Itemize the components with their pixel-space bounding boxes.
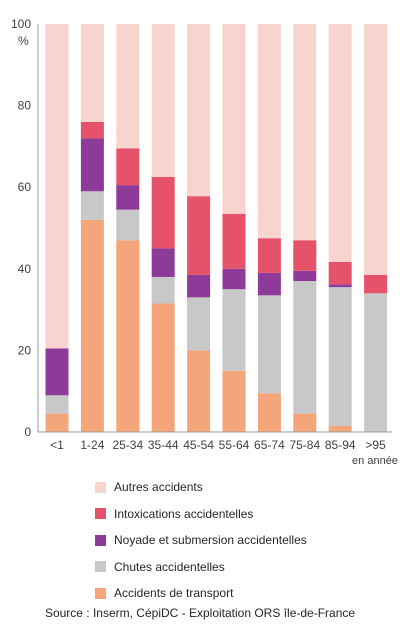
bar-segment-0-2 <box>45 348 69 396</box>
bar-segment-4-4 <box>187 24 211 197</box>
y-tick-label: 80 <box>18 99 32 113</box>
bar-segment-8-2 <box>328 284 352 288</box>
x-tick-label: 1-24 <box>80 438 104 452</box>
legend-swatch <box>95 587 106 599</box>
source-note: Source : Inserm, CépiDC - Exploitation O… <box>44 606 356 620</box>
bar-segment-4-1 <box>187 297 211 351</box>
bar-segment-5-2 <box>222 268 246 290</box>
bar-segment-6-0 <box>257 393 281 432</box>
legend-label: Intoxications accidentelles <box>114 506 254 521</box>
x-tick-label: 25-34 <box>112 438 143 452</box>
bar-segment-1-4 <box>80 24 104 122</box>
x-tick-label: <1 <box>50 438 64 452</box>
legend-label: Chutes accidentelles <box>114 559 225 574</box>
legend-label: Autres accidents <box>114 480 203 495</box>
bar-segment-8-0 <box>328 425 352 432</box>
x-tick-label: 45-54 <box>183 438 214 452</box>
stacked-bar-chart: 0 20 40 60 80 100 % <1 1-24 25-34 35-44 45-54 55-6… <box>11 17 398 467</box>
bar-segment-8-1 <box>328 287 352 426</box>
bar-segment-3-2 <box>151 248 175 277</box>
bar-segment-6-3 <box>257 238 281 273</box>
bar-segment-3-0 <box>151 303 175 432</box>
bar-segment-7-4 <box>293 24 317 241</box>
x-axis-unit-label: en année <box>352 455 398 467</box>
bar-segment-1-3 <box>80 121 104 139</box>
legend-swatch <box>95 534 106 546</box>
bar-segment-0-1 <box>45 395 69 414</box>
bar-segment-3-1 <box>151 276 175 304</box>
legend-swatch <box>95 508 106 520</box>
bar-segment-5-0 <box>222 370 246 432</box>
x-tick-label: 65-74 <box>254 438 285 452</box>
bar-segment-4-0 <box>187 350 211 432</box>
bar-segment-4-2 <box>187 274 211 298</box>
legend-item: Accidents de transport <box>95 580 307 607</box>
bar-segment-5-1 <box>222 289 246 371</box>
bar-segment-3-4 <box>151 24 175 177</box>
legend-swatch <box>95 561 106 573</box>
legend-label: Accidents de transport <box>114 586 234 601</box>
bar-segment-7-2 <box>293 270 317 282</box>
bar-segment-9-4 <box>364 24 388 275</box>
y-tick-label: 100 <box>11 17 31 31</box>
bar-segment-6-4 <box>257 24 281 239</box>
x-tick-labels: <1 1-24 25-34 35-44 45-54 55-64 65-74 75-84 85-9… <box>50 438 386 452</box>
legend-item: Chutes accidentelles <box>95 554 307 581</box>
legend-item: Noyade et submersion accidentelles <box>95 527 307 554</box>
bar-segment-7-1 <box>293 281 317 414</box>
y-tick-labels: 0 20 40 60 80 100 <box>11 17 31 439</box>
bar-segment-4-3 <box>187 196 211 275</box>
bar-segment-0-4 <box>45 24 69 349</box>
y-axis-unit-label: % <box>18 34 29 48</box>
y-tick-label: 60 <box>18 180 32 194</box>
legend-label: Noyade et submersion accidentelles <box>114 533 307 548</box>
bar-segment-0-0 <box>45 413 69 432</box>
bar-segment-1-2 <box>80 138 104 192</box>
bar-segment-2-0 <box>116 240 140 432</box>
bar-segment-1-0 <box>80 219 104 432</box>
bar-segment-9-3 <box>364 274 388 294</box>
legend-item: Intoxications accidentelles <box>95 501 307 528</box>
bar-segment-8-4 <box>328 24 352 262</box>
x-tick-label: 55-64 <box>219 438 250 452</box>
x-tick-label: 85-94 <box>325 438 356 452</box>
legend-swatch <box>95 481 106 493</box>
bar-segment-1-1 <box>80 191 104 220</box>
x-tick-label: 75-84 <box>289 438 320 452</box>
legend: Autres accidents Intoxications accidentel… <box>95 474 307 607</box>
bar-segment-3-3 <box>151 177 175 249</box>
bar-segment-5-3 <box>222 213 246 269</box>
bars-group <box>45 24 388 432</box>
legend-item: Autres accidents <box>95 474 307 501</box>
y-tick-label: 20 <box>18 343 32 357</box>
x-tick-label: 35-44 <box>148 438 179 452</box>
bar-segment-9-1 <box>364 293 388 432</box>
bar-segment-6-1 <box>257 295 281 394</box>
bar-segment-2-2 <box>116 185 140 210</box>
bar-segment-2-3 <box>116 148 140 186</box>
bar-segment-8-3 <box>328 261 352 285</box>
bar-segment-5-4 <box>222 24 246 214</box>
bar-segment-7-0 <box>293 413 317 432</box>
y-tick-label: 40 <box>18 262 32 276</box>
y-tick-label: 0 <box>24 425 31 439</box>
x-tick-label: >95 <box>365 438 386 452</box>
bar-segment-6-2 <box>257 272 281 296</box>
bar-segment-2-4 <box>116 24 140 149</box>
bar-segment-2-1 <box>116 209 140 241</box>
bar-segment-7-3 <box>293 240 317 271</box>
